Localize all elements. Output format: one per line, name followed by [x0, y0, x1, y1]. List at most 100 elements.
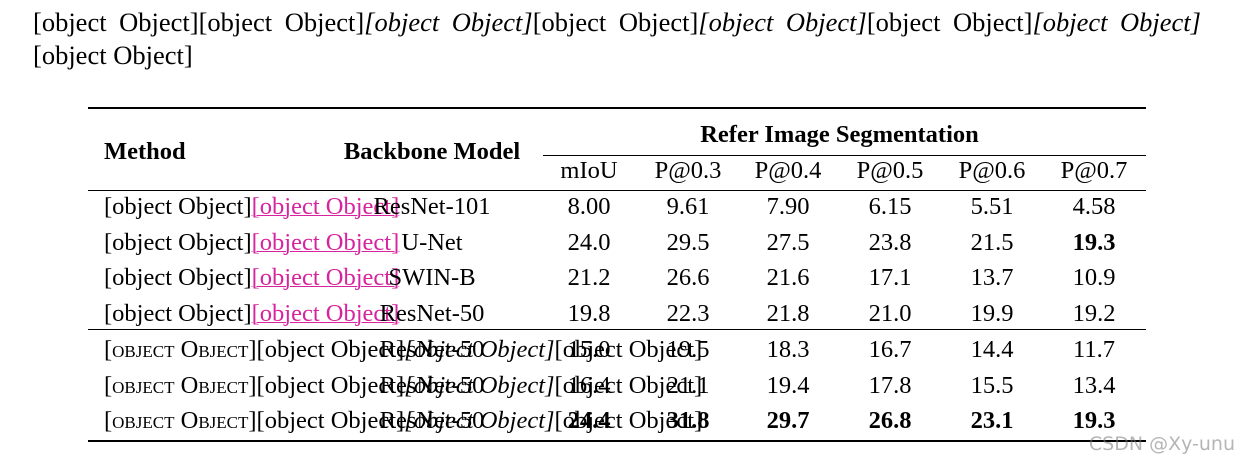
backbone-cell: ResNet-50 [379, 407, 485, 434]
header-column: P@0.7 [1060, 157, 1128, 184]
value-cell: 19.4 [766, 371, 810, 399]
caption-text: [object Object] [33, 40, 193, 70]
backbone-cell: ResNet-50 [379, 299, 485, 327]
value-cell: 15.0 [567, 336, 611, 363]
value-cell: 29.7 [766, 407, 810, 434]
backbone-cell: SWIN-B [388, 264, 476, 291]
method-text: [object Object] [256, 371, 405, 399]
citation: [object Object] [251, 228, 400, 256]
value-cell: 11.7 [1073, 336, 1115, 363]
value-cell: 21.6 [766, 264, 810, 291]
method-cell: [object Object][object Object][object Ob… [104, 335, 702, 365]
caption-text: [object Object] [364, 7, 533, 37]
value-cell: 21.5 [970, 228, 1014, 256]
method-text: [object Object] [104, 336, 257, 363]
value-cell: 26.8 [868, 407, 912, 434]
method-cell: [object Object][object Object] [104, 192, 399, 222]
rule [88, 329, 1146, 330]
method-text: [object Object] [554, 407, 703, 434]
caption-text: [object Object] [698, 7, 867, 37]
backbone-cell: ResNet-50 [379, 371, 485, 399]
value-cell: 17.1 [868, 264, 912, 291]
value-cell: 26.6 [666, 264, 710, 291]
value-cell: 16.4 [567, 371, 611, 399]
citation: [object Object] [251, 299, 400, 327]
method-text: [object Object] [404, 336, 555, 363]
method-text: [object Object] [104, 193, 252, 220]
rule [88, 107, 1146, 109]
method-text: [object Object] [104, 299, 252, 327]
header-group: Refer Image Segmentation [700, 121, 979, 148]
method-cell: [object Object][object Object][object Ob… [104, 371, 702, 401]
value-cell: 19.9 [970, 299, 1014, 327]
value-cell: 16.7 [868, 336, 912, 363]
caption: [object Object][object Object][object Ob… [33, 6, 1201, 72]
caption-text: [object Object] [1032, 7, 1201, 37]
value-cell: 18.3 [766, 336, 810, 363]
method-text: [object Object] [256, 336, 405, 363]
header-column: P@0.6 [958, 157, 1026, 184]
watermark: CSDN @Xy-unu [1088, 433, 1235, 455]
method-text: [object Object] [404, 371, 555, 399]
citation: [object Object] [251, 193, 400, 220]
rule [88, 439, 1146, 442]
rule [543, 155, 1146, 156]
value-cell: 19.8 [567, 299, 611, 327]
caption-text: [object Object] [33, 7, 199, 37]
backbone-cell: U-Net [401, 228, 463, 256]
value-cell: 19.5 [666, 336, 710, 363]
method-text: [object Object] [554, 371, 703, 399]
value-cell: 23.8 [868, 228, 912, 256]
header-column: P@0.4 [754, 157, 822, 184]
value-cell: 13.7 [970, 264, 1014, 291]
value-cell: 8.00 [567, 193, 611, 220]
value-cell: 21.1 [666, 371, 710, 399]
header-column: P@0.5 [856, 157, 924, 184]
value-cell: 7.90 [766, 193, 810, 220]
method-text: [object Object] [104, 228, 252, 256]
value-cell: 13.4 [1072, 371, 1116, 399]
method-text: [object Object] [554, 336, 703, 363]
header-method: Method [104, 138, 186, 165]
method-text: [object Object] [104, 407, 257, 434]
method-text: [object Object] [404, 407, 555, 434]
value-cell: 29.5 [666, 228, 710, 256]
caption-text: [object Object] [866, 7, 1033, 37]
value-cell: 5.51 [970, 193, 1014, 220]
value-cell: 21.0 [868, 299, 912, 327]
value-cell: 15.5 [970, 371, 1014, 399]
method-cell: [object Object][object Object][object Ob… [104, 406, 702, 436]
method-text: [object Object] [104, 371, 257, 399]
rule [88, 190, 1146, 191]
value-cell: 31.8 [666, 407, 710, 434]
header-column: P@0.3 [654, 157, 722, 184]
method-text: [object Object] [256, 407, 405, 434]
method-text: [object Object] [104, 264, 252, 291]
value-cell: 23.1 [970, 407, 1014, 434]
header-backbone: Backbone Model [343, 138, 521, 165]
value-cell: 4.58 [1072, 193, 1116, 220]
method-cell: [object Object][object Object] [104, 299, 399, 329]
value-cell: 10.9 [1072, 264, 1116, 291]
value-cell: 19.3 [1072, 407, 1116, 434]
value-cell: 9.61 [666, 193, 710, 220]
backbone-cell: ResNet-50 [379, 336, 485, 363]
value-cell: 6.15 [868, 193, 912, 220]
header-column: mIoU [560, 157, 618, 184]
value-cell: 14.4 [970, 336, 1014, 363]
value-cell: 17.8 [868, 371, 912, 399]
value-cell: 21.2 [567, 264, 611, 291]
value-cell: 24.4 [567, 407, 611, 434]
value-cell: 21.8 [766, 299, 810, 327]
value-cell: 22.3 [666, 299, 710, 327]
method-cell: [object Object][object Object] [104, 228, 399, 258]
value-cell: 24.0 [567, 228, 611, 256]
value-cell: 19.2 [1072, 299, 1116, 327]
value-cell: 19.3 [1072, 228, 1116, 256]
caption-text: [object Object] [532, 7, 699, 37]
caption-text: [object Object] [198, 7, 365, 37]
backbone-cell: ResNet-101 [373, 193, 491, 220]
value-cell: 27.5 [766, 228, 810, 256]
method-cell: [object Object][object Object] [104, 263, 399, 293]
